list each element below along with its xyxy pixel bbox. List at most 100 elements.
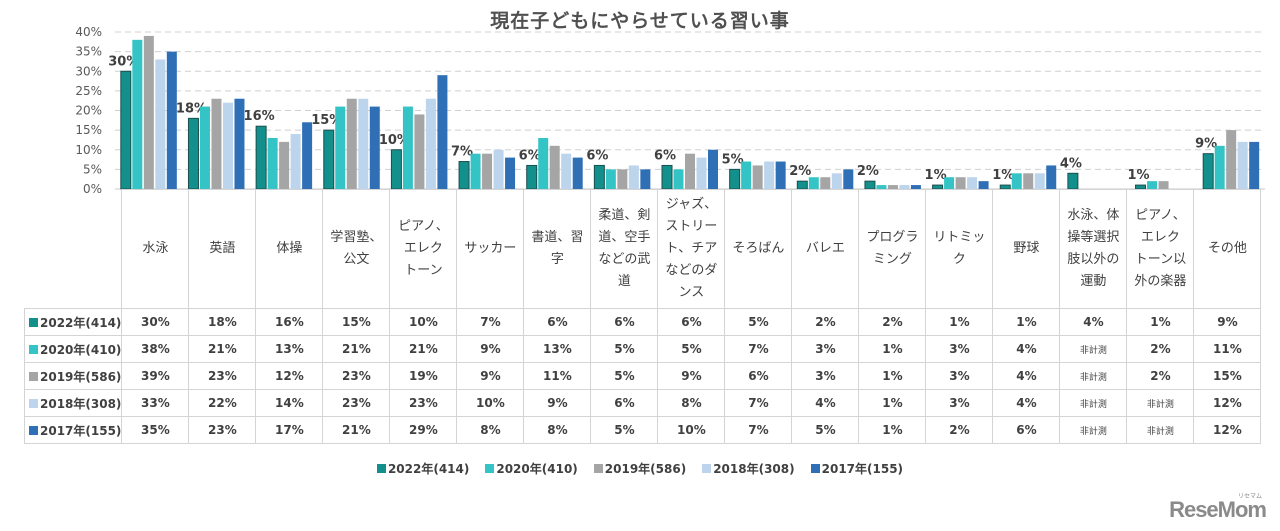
- category-header: プログラ ミング: [858, 189, 927, 309]
- table-cell: 8%: [523, 416, 592, 444]
- table-cell: 8%: [657, 389, 726, 417]
- table-cell: 18%: [188, 308, 257, 336]
- bar-2017: [302, 122, 313, 189]
- category-header-row: 水泳 英語 体操 学習塾、 公文 ピアノ、 エレク トーン サッカー 書道、習字柔道、剣 道、空手な…: [24, 189, 1262, 309]
- category-header: バレエ: [791, 189, 860, 309]
- category-header: 学習塾、 公文: [322, 189, 391, 309]
- table-cell: 19%: [389, 362, 458, 390]
- category-header: 書道、習字: [523, 189, 592, 309]
- table-cell: 23%: [188, 416, 257, 444]
- bar-2017: [234, 98, 245, 189]
- data-label: 18%: [176, 101, 207, 116]
- data-label: 2%: [789, 164, 811, 179]
- bar-2018: [628, 165, 639, 189]
- bar-2018: [1034, 173, 1045, 189]
- bar-2020: [538, 137, 549, 189]
- table-cell: 4%: [992, 335, 1061, 363]
- table-cell: 2%: [925, 416, 994, 444]
- table-cell: 3%: [925, 335, 994, 363]
- table-cell: 7%: [724, 389, 793, 417]
- table-cell: 12%: [255, 362, 324, 390]
- legend-item: 2022年(414): [376, 460, 469, 477]
- category-header: 柔道、剣 道、空手 などの武道: [590, 189, 659, 309]
- table-cell: 9%: [1193, 308, 1262, 336]
- chart-area: 現在子どもにやらせている習い事 0% 5% 10% 15% 20% 25% 30% 35% 40…: [23, 10, 1265, 477]
- bar-2020: [1214, 145, 1225, 189]
- bar-2019: [955, 177, 966, 189]
- table-cell: 3%: [925, 362, 994, 390]
- table-cell: 4%: [992, 389, 1061, 417]
- table-cell: 5%: [791, 416, 860, 444]
- series-swatch: [29, 344, 38, 354]
- table-cell: 3%: [791, 362, 860, 390]
- table-cell: 5%: [657, 335, 726, 363]
- table-cell: 非計測: [1059, 335, 1128, 363]
- table-cell: 2%: [1126, 362, 1195, 390]
- table-row: 2019年(586) 39% 23% 12% 23% 19% 9% 11% 5% 9% 6% 3% 1%…: [23, 362, 1262, 390]
- bar-2019: [482, 153, 493, 189]
- table-cell: 非計測: [1059, 416, 1128, 444]
- category-header: ジャズ、 ストリー ト、チア などのダ ンス: [657, 189, 726, 309]
- bar-2017: [369, 106, 380, 189]
- table-cell: 22%: [188, 389, 257, 417]
- bar-2019: [143, 35, 154, 189]
- bar-2020: [199, 106, 210, 189]
- table-cell: 1%: [858, 416, 927, 444]
- bar-2018: [358, 98, 369, 189]
- table-row: 2020年(410) 38% 21% 13% 21% 21% 9% 13% 5% 5% 7% 3% 1%…: [23, 335, 1262, 363]
- bar-2018: [425, 98, 436, 189]
- category-header: サッカー: [456, 189, 525, 309]
- bar-2020: [1011, 173, 1022, 189]
- data-label: 1%: [1127, 168, 1149, 183]
- category-header: ピアノ、 エレク トーン以 外の楽器: [1126, 189, 1195, 309]
- table-cell: 6%: [724, 362, 793, 390]
- legend-swatch: [810, 464, 820, 473]
- bar-2022: [864, 180, 876, 190]
- bar-2022: [593, 164, 605, 190]
- bar-2017: [166, 51, 177, 189]
- table-cell: 5%: [590, 416, 659, 444]
- table-cell: 9%: [456, 362, 525, 390]
- table-cell: 29%: [389, 416, 458, 444]
- bar-2019: [414, 114, 425, 189]
- bar-2022: [120, 70, 132, 190]
- bar-2022: [1135, 184, 1147, 190]
- table-cell: 23%: [188, 362, 257, 390]
- table-cell: 10%: [456, 389, 525, 417]
- bar-2020: [944, 177, 955, 189]
- table-cell: 13%: [255, 335, 324, 363]
- table-cell: 39%: [121, 362, 190, 390]
- bar-2018: [493, 149, 504, 189]
- bar-2022: [796, 180, 808, 190]
- table-cell: 1%: [925, 308, 994, 336]
- category-header: 野球: [992, 189, 1061, 309]
- table-cell: 1%: [858, 335, 927, 363]
- series-swatch: [29, 398, 38, 408]
- y-tick-label: 25%: [75, 84, 102, 98]
- category-header: そろばん: [724, 189, 793, 309]
- bar-plot: 0%5%10%15%20%25%30%35%40%30%18%16% 15%10%…: [75, 25, 1265, 196]
- bar-2017: [572, 157, 583, 189]
- table-cell: 5%: [590, 335, 659, 363]
- series-label: 2020年(410): [23, 335, 123, 363]
- data-label: 1%: [925, 168, 947, 183]
- data-label: 2%: [857, 164, 879, 179]
- table-cell: 13%: [523, 335, 592, 363]
- bar-2020: [808, 177, 819, 189]
- table-cell: 23%: [322, 389, 391, 417]
- table-cell: 2%: [791, 308, 860, 336]
- bar-2017: [978, 181, 989, 189]
- table-cell: 16%: [255, 308, 324, 336]
- bar-2019: [685, 153, 695, 189]
- legend-swatch: [485, 464, 495, 473]
- bar-2022: [661, 164, 673, 190]
- bar-2020: [605, 169, 616, 189]
- legend-item: 2018年(308): [702, 460, 795, 477]
- bar-2018: [155, 59, 166, 189]
- table-cell: 7%: [724, 335, 793, 363]
- y-tick-label: 30%: [75, 64, 102, 78]
- table-cell: 30%: [121, 308, 190, 336]
- bar-2022: [526, 164, 538, 190]
- bar-2019: [279, 141, 290, 189]
- table-cell: 9%: [657, 362, 726, 390]
